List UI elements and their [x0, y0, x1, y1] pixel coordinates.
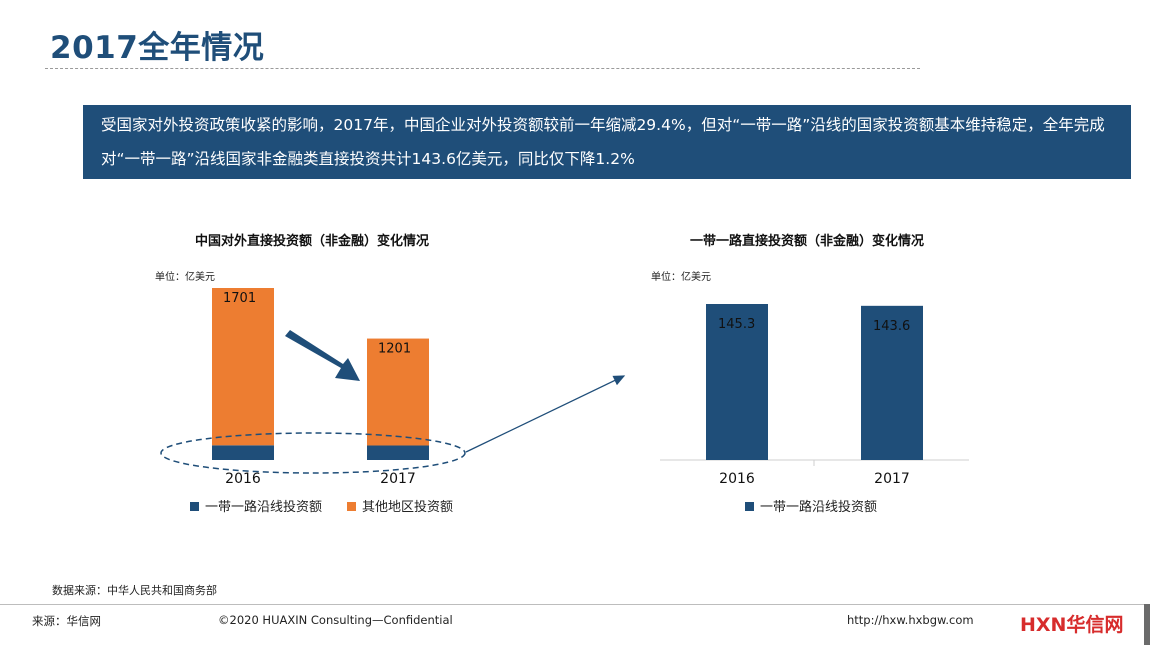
brand-logo: HXN华信网	[1020, 610, 1123, 637]
logo-cn: 华信网	[1066, 614, 1124, 636]
left-bar-2016-other	[212, 288, 274, 446]
footer-source: 来源：华信网	[32, 614, 101, 628]
left-legend-label-0: 一带一路沿线投资额	[205, 499, 322, 515]
right-bar-2016	[706, 304, 768, 460]
left-chart-title: 中国对外直接投资额（非金融）变化情况	[195, 234, 430, 249]
title-divider	[45, 68, 920, 69]
right-value-label-2017: 143.6	[873, 319, 910, 334]
footer-divider	[0, 604, 1150, 605]
right-legend-swatch	[745, 502, 754, 511]
left-tick-2017: 2017	[380, 471, 416, 487]
footer-copyright: ©2020 HUAXIN Consulting—Confidential	[218, 613, 453, 627]
right-bar-2017	[861, 305, 923, 460]
left-chart: 1701 2016 1201 2017 一带一路沿线投资额 其他地区投资额	[190, 288, 453, 515]
right-tick-2016: 2016	[719, 471, 755, 487]
right-chart-title: 一带一路直接投资额（非金融）变化情况	[690, 234, 925, 249]
right-chart: 145.3 2016 143.6 2017 一带一路沿线投资额	[660, 304, 969, 515]
decline-arrow-icon	[285, 330, 360, 381]
left-tick-2016: 2016	[225, 471, 261, 487]
right-value-label-2016: 145.3	[718, 317, 755, 332]
left-total-label-2017: 1201	[378, 342, 411, 357]
left-legend-swatch-1	[347, 502, 356, 511]
decor	[160, 330, 626, 474]
right-legend-label: 一带一路沿线投资额	[760, 499, 877, 515]
left-total-label-2016: 1701	[223, 291, 256, 306]
summary-text: 受国家对外投资政策收紧的影响，2017年，中国企业对外投资额较前一年缩减29.4…	[101, 116, 1105, 168]
highlight-ellipse	[160, 432, 466, 474]
edge-tab	[1144, 604, 1150, 645]
right-tick-2017: 2017	[874, 471, 910, 487]
left-legend-label-1: 其他地区投资额	[362, 499, 453, 515]
left-chart-unit: 单位：亿美元	[155, 272, 215, 283]
left-bar-2016-belt-road	[212, 445, 274, 460]
left-bar-2017-other	[367, 338, 429, 446]
source-note: 数据来源：中华人民共和国商务部	[52, 584, 217, 597]
page-title: 2017全年情况	[50, 30, 265, 66]
left-legend-swatch-0	[190, 502, 199, 511]
connector-arrow-icon	[465, 375, 626, 453]
left-bar-2017-belt-road	[367, 445, 429, 460]
summary-box: 受国家对外投资政策收紧的影响，2017年，中国企业对外投资额较前一年缩减29.4…	[83, 105, 1131, 179]
right-chart-unit: 单位：亿美元	[651, 272, 711, 283]
logo-latin: HXN	[1020, 614, 1067, 636]
footer-url[interactable]: http://hxw.hxbgw.com	[847, 613, 974, 627]
